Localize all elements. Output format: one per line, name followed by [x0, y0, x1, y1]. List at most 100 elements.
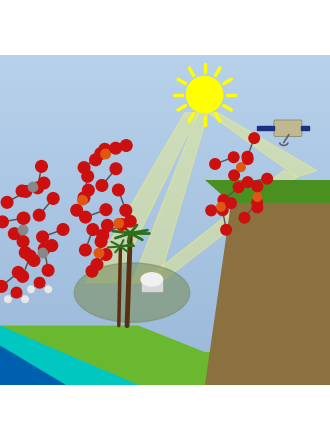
Bar — [0, 330, 330, 332]
Bar — [0, 228, 330, 230]
Bar — [0, 339, 330, 341]
Bar — [0, 222, 330, 224]
Bar — [0, 324, 330, 326]
Bar — [0, 215, 330, 216]
Circle shape — [32, 182, 44, 194]
Bar — [0, 57, 330, 58]
Circle shape — [221, 224, 231, 235]
Bar — [0, 299, 330, 301]
Circle shape — [28, 255, 40, 266]
Bar — [0, 117, 330, 119]
Bar — [0, 282, 330, 284]
Bar — [0, 194, 330, 195]
Bar — [0, 154, 330, 156]
Circle shape — [78, 195, 87, 205]
Bar — [0, 65, 330, 66]
Circle shape — [101, 149, 110, 159]
Bar — [0, 246, 330, 248]
Bar — [0, 187, 330, 189]
Bar — [0, 139, 330, 141]
Bar — [0, 63, 330, 65]
Bar — [0, 301, 330, 303]
Bar — [0, 317, 330, 319]
Bar — [0, 264, 330, 266]
Polygon shape — [205, 180, 330, 203]
Bar — [0, 167, 330, 169]
Circle shape — [95, 148, 107, 159]
Circle shape — [18, 225, 28, 235]
Bar — [0, 243, 330, 245]
Bar — [0, 68, 330, 70]
Bar — [0, 124, 330, 126]
Bar — [0, 149, 330, 150]
Bar — [0, 203, 330, 205]
Bar — [0, 116, 330, 117]
Circle shape — [120, 205, 132, 216]
Bar — [0, 335, 330, 337]
Circle shape — [78, 162, 90, 173]
Circle shape — [17, 213, 29, 224]
Bar — [0, 98, 330, 99]
Bar — [0, 182, 330, 184]
Bar — [0, 306, 330, 308]
Circle shape — [42, 264, 54, 276]
Circle shape — [5, 296, 11, 303]
Circle shape — [243, 154, 253, 165]
Bar — [0, 119, 330, 121]
Bar — [0, 269, 330, 271]
Bar — [0, 147, 330, 149]
Bar — [0, 132, 330, 134]
Bar — [0, 78, 330, 80]
Circle shape — [86, 265, 98, 277]
Bar — [0, 249, 330, 251]
Circle shape — [237, 163, 245, 172]
Circle shape — [38, 248, 48, 258]
Bar — [0, 80, 330, 81]
Bar — [0, 93, 330, 95]
Circle shape — [78, 192, 90, 204]
Bar — [0, 220, 330, 222]
Circle shape — [110, 163, 122, 175]
Bar — [0, 311, 330, 312]
Bar — [0, 88, 330, 90]
Bar — [0, 185, 330, 187]
Bar — [0, 110, 330, 111]
Bar — [0, 83, 330, 84]
Bar — [0, 103, 330, 105]
Circle shape — [252, 181, 263, 192]
Bar — [0, 108, 330, 110]
Bar — [0, 164, 330, 165]
Bar — [0, 212, 330, 213]
Bar — [0, 114, 330, 116]
Bar — [0, 284, 330, 286]
Bar — [0, 146, 330, 147]
Bar — [0, 344, 330, 345]
Bar — [0, 218, 330, 220]
Circle shape — [17, 271, 28, 282]
Bar — [0, 380, 330, 381]
Circle shape — [82, 184, 94, 196]
Circle shape — [11, 287, 22, 298]
Bar — [0, 84, 330, 86]
Bar — [0, 297, 330, 299]
Circle shape — [0, 216, 8, 227]
Bar — [0, 106, 330, 108]
Bar — [0, 286, 330, 288]
Circle shape — [0, 281, 7, 292]
Bar — [0, 354, 330, 355]
Bar — [0, 359, 330, 360]
Polygon shape — [0, 326, 139, 385]
Bar — [0, 321, 330, 322]
Bar — [0, 363, 330, 365]
Bar — [0, 96, 330, 98]
Bar — [0, 161, 330, 162]
Bar — [0, 291, 330, 293]
Bar — [0, 357, 330, 359]
Bar — [0, 278, 330, 279]
Bar — [0, 304, 330, 306]
Bar — [0, 55, 330, 57]
Bar — [0, 341, 330, 342]
Bar — [0, 62, 330, 63]
Circle shape — [218, 194, 229, 205]
Circle shape — [217, 205, 228, 216]
